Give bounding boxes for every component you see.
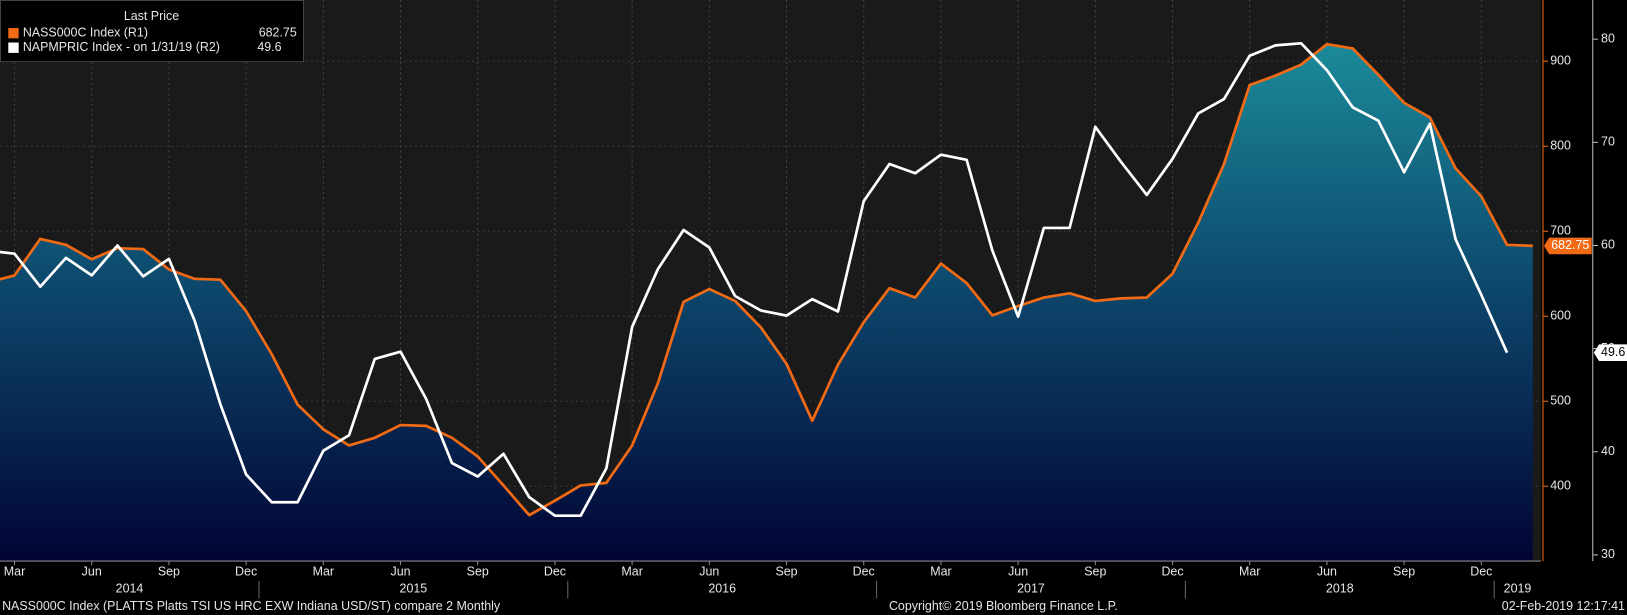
x-year-label: 2015 <box>400 581 428 595</box>
x-tick-label: Dec <box>235 565 257 579</box>
y-tick-label: 400 <box>1550 479 1571 493</box>
x-tick-label: Mar <box>313 565 334 579</box>
y2-tick-label: 60 <box>1601 238 1615 252</box>
x-tick-label: Jun <box>82 565 102 579</box>
legend-swatch <box>8 28 19 39</box>
x-tick-label: Dec <box>1161 565 1183 579</box>
x-tick-label: Sep <box>1084 565 1106 579</box>
x-year-label: 2018 <box>1326 581 1354 595</box>
x-year-label: 2014 <box>116 581 144 595</box>
x-tick-label: Jun <box>1317 565 1337 579</box>
y-tick-label: 800 <box>1550 139 1571 153</box>
legend-label: NASS000C Index (R1) <box>23 25 148 39</box>
footer-left: NASS000C Index (PLATTS Platts TSI US HRC… <box>2 599 501 613</box>
area <box>0 44 1533 562</box>
footer-center: Copyright© 2019 Bloomberg Finance L.P. <box>889 599 1118 613</box>
footer-right: 02-Feb-2019 12:17:41 <box>1502 599 1625 613</box>
line <box>0 41 1509 518</box>
x-tick-label: Sep <box>158 565 180 579</box>
y-tick-label: 500 <box>1550 394 1571 408</box>
legend-value: 682.75 <box>259 25 297 39</box>
legend-swatch <box>8 42 19 53</box>
x-tick-label: Mar <box>1239 565 1260 579</box>
last-value-tag <box>1593 344 1627 362</box>
legend-box <box>0 0 305 63</box>
x-tick-label: Jun <box>699 565 719 579</box>
x-tick-label: Jun <box>390 565 410 579</box>
x-tick-label: Dec <box>544 565 566 579</box>
plot <box>0 41 1533 562</box>
x-tick-label: Mar <box>930 565 951 579</box>
legend-label: NAPMPRIC Index - on 1/31/19 (R2) <box>23 40 220 54</box>
y-tick-label: 600 <box>1550 309 1571 323</box>
y2-tick-label: 80 <box>1601 31 1615 45</box>
y2-tick-label: 40 <box>1601 444 1615 458</box>
x-tick-label: Sep <box>775 565 797 579</box>
x-tick-label: Dec <box>853 565 875 579</box>
line <box>0 42 1533 517</box>
x-year-label: 2016 <box>708 581 736 595</box>
x-tick-label: Mar <box>621 565 642 579</box>
y2-tick-label: 70 <box>1601 135 1615 149</box>
x-tick-label: Sep <box>467 565 489 579</box>
x-year-label: 2017 <box>1017 581 1045 595</box>
x-tick-label: Sep <box>1393 565 1415 579</box>
legend-value: 49.6 <box>257 40 281 54</box>
y2-tick-label: 30 <box>1601 547 1615 561</box>
y-tick-label: 700 <box>1550 224 1571 238</box>
x-year-label: 2019 <box>1504 581 1532 595</box>
axes: 400500600700800900304050607080MarJunSepD… <box>0 0 1627 599</box>
legend: Last Price NASS000C Index (R1) 682.75 NA… <box>0 0 305 63</box>
x-tick-label: Dec <box>1470 565 1492 579</box>
legend-title: Last Price <box>124 9 179 23</box>
y-tick-label: 900 <box>1550 53 1571 67</box>
x-tick-label: Mar <box>4 565 25 579</box>
last-value-tag <box>1543 237 1592 255</box>
last-value-label: 49.6 <box>1601 345 1625 359</box>
last-value-label: 682.75 <box>1551 238 1589 252</box>
x-tick-label: Jun <box>1008 565 1028 579</box>
